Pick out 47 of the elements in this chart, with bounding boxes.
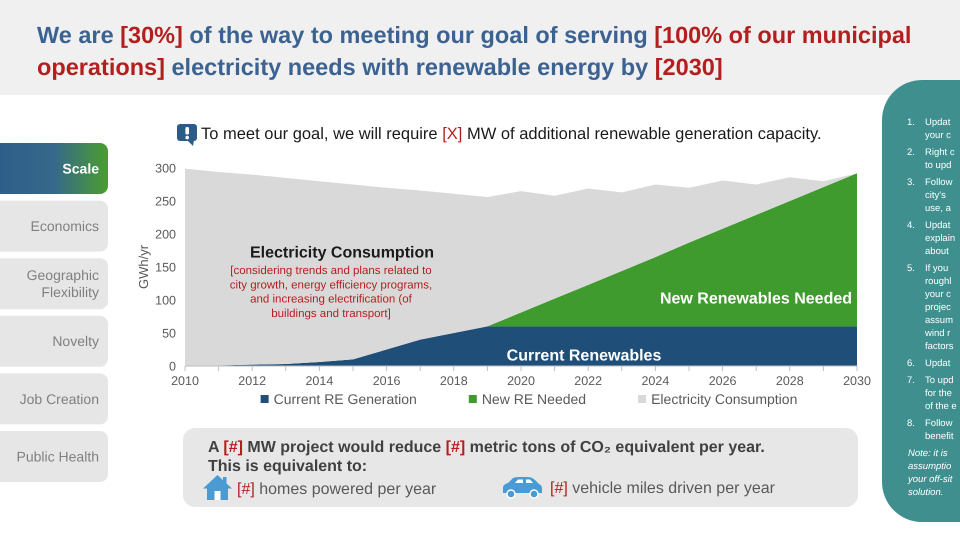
text: To meet our goal, we will require [X] MW of additional renewable generation capacity. <box>201 125 822 143</box>
text: 6. Updat <box>907 358 951 369</box>
x-tick-label: 2022 <box>574 374 602 388</box>
x-tick-label: 2012 <box>238 374 266 388</box>
x-tick-label: 2016 <box>372 374 401 388</box>
x-tick-label: 2020 <box>507 374 535 388</box>
text: 2. Right c to upd <box>907 147 955 171</box>
text: 5. If you roughl your c projec assum wind r factors <box>907 263 954 352</box>
chart-title: We are [30%] of the way to meeting our goal of serving [100% of our municipal operations] electricity needs with renewable energy by [2030] <box>37 22 912 80</box>
text: 4. Updat explain about <box>907 220 956 257</box>
y-tick-label: 300 <box>155 161 176 176</box>
annotation: [considering trends and plans related to city growth, energy efficiency programs, and increasing electrification (of buildings and transport] <box>230 264 432 320</box>
text: Novelty <box>52 333 99 350</box>
text: Note: it is assumptio your off-sit solution. <box>907 448 953 498</box>
y-tick-label: 200 <box>155 227 176 242</box>
text: Economics <box>30 218 99 234</box>
x-tick-label: 2028 <box>776 374 804 388</box>
y-tick-label: 50 <box>162 326 176 340</box>
legend-label: New RE Needed <box>482 391 586 407</box>
legend-label: Current RE Generation <box>274 391 417 407</box>
text: Scale <box>62 160 100 176</box>
y-tick-label: 250 <box>155 194 176 208</box>
text: [#] vehicle miles driven per year <box>550 480 776 497</box>
text: This is equivalent to: <box>208 458 368 475</box>
y-axis-title: GWh/yr <box>136 244 151 290</box>
text: 1. Updat your c <box>907 117 952 141</box>
text: 3. Follow city's use, a <box>907 177 953 214</box>
y-tick-label: 0 <box>169 359 176 374</box>
text: 8. Follow benefit <box>907 418 954 442</box>
x-tick-label: 2010 <box>171 374 199 388</box>
text: A [#] MW project would reduce [#] metric tons of CO₂ equivalent per year. <box>208 439 765 456</box>
x-tick-label: 2026 <box>708 374 737 388</box>
x-tick-label: 2030 <box>843 374 871 388</box>
text: 7. To upd for the of the e <box>907 375 957 412</box>
x-tick-label: 2024 <box>641 374 670 388</box>
text: [#] homes powered per year <box>237 481 437 498</box>
annotation: Electricity Consumption <box>250 244 434 262</box>
annotation: New Renewables Needed <box>660 290 852 308</box>
annotation: Current Renewables <box>506 348 662 365</box>
y-tick-label: 100 <box>155 293 176 308</box>
text: Job Creation <box>20 390 99 407</box>
x-tick-label: 2018 <box>440 374 468 388</box>
y-tick-label: 150 <box>155 260 176 274</box>
legend-label: Electricity Consumption <box>651 391 798 407</box>
text: Geographic Flexibility <box>26 267 99 300</box>
text: Public Health <box>16 448 99 464</box>
x-tick-label: 2014 <box>305 374 334 388</box>
